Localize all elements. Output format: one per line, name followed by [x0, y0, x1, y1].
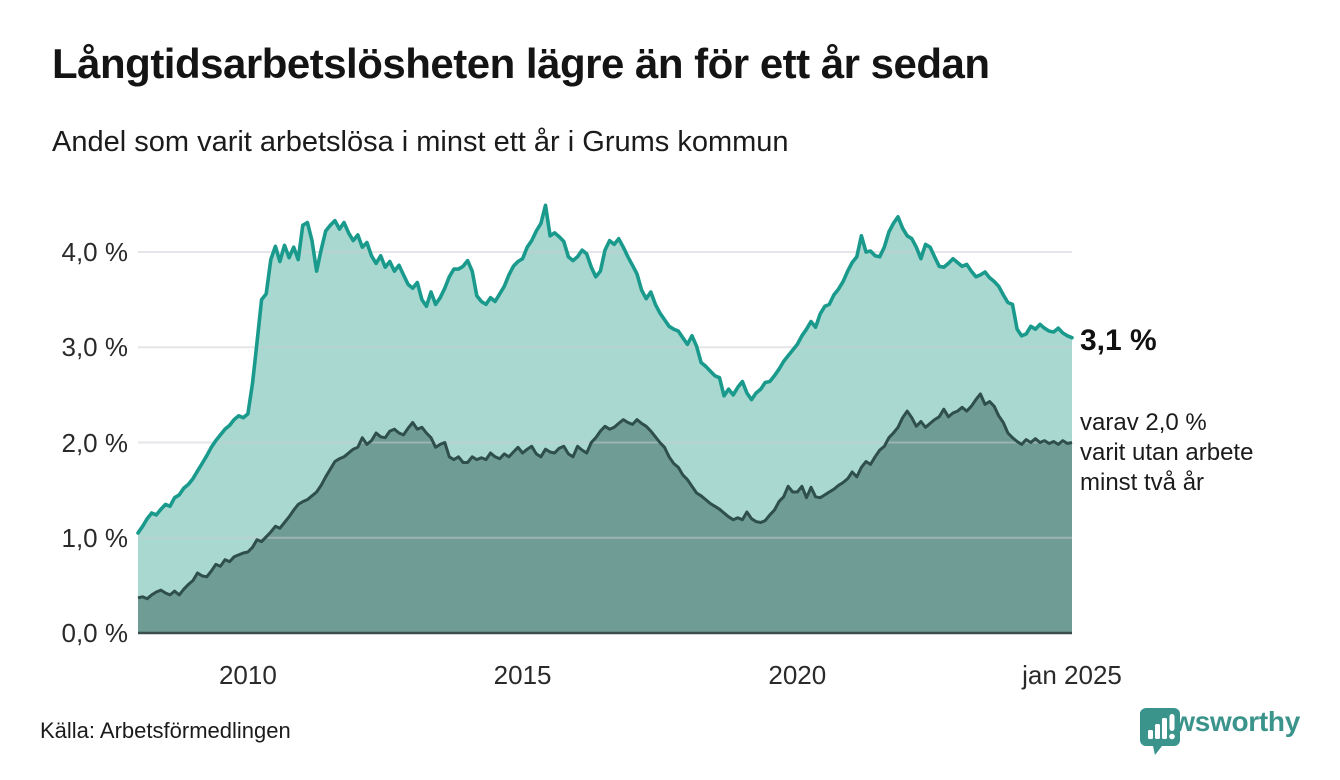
y-axis-label: 1,0 %: [61, 522, 129, 553]
y-axis-label: 2,0 %: [61, 427, 129, 458]
latest-value-label: 3,1 %: [1080, 324, 1157, 357]
chart-subtitle: Andel som varit arbetslösa i minst ett å…: [52, 126, 789, 158]
secondary-series-label: varav 2,0 % varit utan arbete minst två …: [1080, 409, 1254, 496]
y-axis-label: 0,0 %: [61, 618, 129, 648]
source-note: Källa: Arbetsförmedlingen: [40, 718, 291, 743]
x-axis-label: 2015: [493, 660, 552, 690]
y-axis-label: 4,0 %: [61, 237, 129, 267]
newsworthy-bubble-bars-icon: [1140, 708, 1181, 755]
x-axis-label: 2020: [768, 660, 827, 690]
x-axis-label: 2010: [218, 660, 277, 690]
newsworthy-logo: Newsworthy: [1138, 706, 1300, 755]
x-axis-label: jan 2025: [1022, 660, 1122, 690]
y-axis-label: 3,0 %: [61, 332, 129, 363]
page-title: Långtidsarbetslösheten lägre än för ett …: [52, 40, 990, 87]
